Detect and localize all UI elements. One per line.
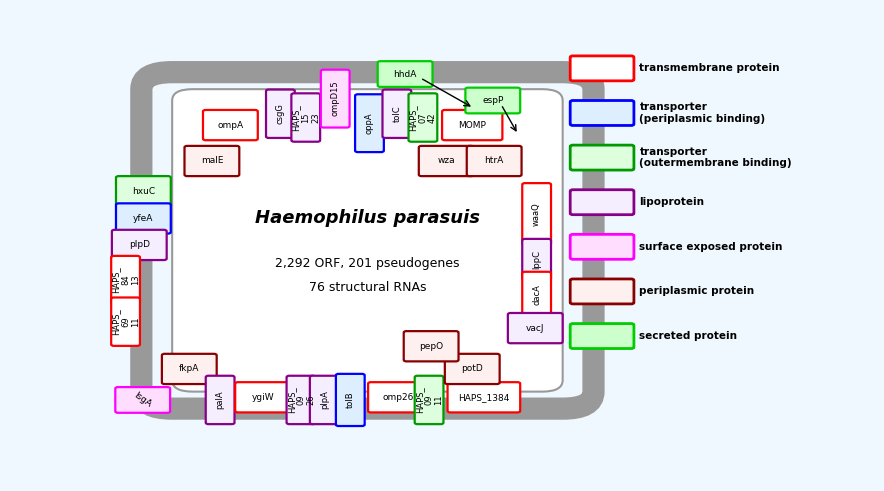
Text: plpA: plpA bbox=[320, 390, 329, 409]
FancyBboxPatch shape bbox=[570, 56, 634, 81]
Text: hxuC: hxuC bbox=[132, 187, 155, 196]
Text: espP: espP bbox=[482, 96, 504, 105]
FancyBboxPatch shape bbox=[507, 313, 562, 343]
Text: fkpA: fkpA bbox=[179, 364, 200, 374]
Text: malE: malE bbox=[201, 157, 223, 165]
FancyBboxPatch shape bbox=[467, 146, 522, 176]
Text: dacA: dacA bbox=[532, 284, 541, 304]
Text: HAPS_
15
23: HAPS_ 15 23 bbox=[292, 104, 320, 131]
FancyBboxPatch shape bbox=[570, 145, 634, 170]
Text: htrA: htrA bbox=[484, 157, 504, 165]
Text: HAPS_
09
11: HAPS_ 09 11 bbox=[415, 386, 443, 413]
FancyBboxPatch shape bbox=[522, 183, 551, 245]
FancyBboxPatch shape bbox=[522, 239, 551, 280]
FancyBboxPatch shape bbox=[185, 146, 240, 176]
FancyBboxPatch shape bbox=[115, 387, 170, 413]
Text: pepO: pepO bbox=[419, 342, 443, 351]
FancyBboxPatch shape bbox=[383, 89, 411, 138]
FancyBboxPatch shape bbox=[570, 190, 634, 215]
Text: transporter
(outermembrane binding): transporter (outermembrane binding) bbox=[639, 147, 792, 168]
Text: secreted protein: secreted protein bbox=[639, 331, 737, 341]
FancyBboxPatch shape bbox=[111, 256, 140, 304]
Text: oppA: oppA bbox=[365, 112, 374, 134]
Text: ygiW: ygiW bbox=[251, 393, 274, 402]
Text: omp26: omp26 bbox=[383, 393, 414, 402]
Text: csgG: csgG bbox=[276, 103, 285, 124]
Text: plpD: plpD bbox=[129, 241, 149, 249]
Text: HAPS_1384: HAPS_1384 bbox=[458, 393, 509, 402]
FancyBboxPatch shape bbox=[415, 376, 444, 424]
Text: wza: wza bbox=[438, 157, 455, 165]
FancyBboxPatch shape bbox=[206, 376, 234, 424]
FancyBboxPatch shape bbox=[336, 374, 365, 426]
FancyBboxPatch shape bbox=[419, 146, 474, 176]
FancyBboxPatch shape bbox=[310, 376, 339, 424]
Text: lppC: lppC bbox=[532, 250, 541, 269]
FancyBboxPatch shape bbox=[447, 382, 520, 412]
FancyBboxPatch shape bbox=[355, 94, 384, 152]
FancyBboxPatch shape bbox=[570, 279, 634, 304]
Text: ompD15: ompD15 bbox=[331, 81, 339, 116]
Text: periplasmic protein: periplasmic protein bbox=[639, 286, 755, 297]
FancyBboxPatch shape bbox=[235, 382, 290, 412]
Text: lsgA: lsgA bbox=[133, 391, 153, 409]
FancyBboxPatch shape bbox=[408, 93, 438, 142]
Text: vacJ: vacJ bbox=[526, 324, 545, 332]
FancyBboxPatch shape bbox=[404, 331, 459, 361]
Text: tolC: tolC bbox=[392, 106, 401, 122]
Text: MOMP: MOMP bbox=[458, 121, 486, 130]
FancyBboxPatch shape bbox=[116, 176, 171, 206]
FancyBboxPatch shape bbox=[321, 70, 349, 128]
Text: transmembrane protein: transmembrane protein bbox=[639, 63, 780, 73]
Text: palA: palA bbox=[216, 391, 225, 409]
Text: HAPS_
84
13: HAPS_ 84 13 bbox=[111, 267, 140, 294]
Text: waaQ: waaQ bbox=[532, 202, 541, 226]
FancyBboxPatch shape bbox=[111, 298, 140, 346]
FancyBboxPatch shape bbox=[116, 203, 171, 234]
FancyBboxPatch shape bbox=[377, 61, 432, 87]
FancyBboxPatch shape bbox=[292, 93, 320, 142]
Text: HAPS_
09
26: HAPS_ 09 26 bbox=[286, 386, 316, 413]
FancyBboxPatch shape bbox=[445, 354, 499, 384]
Text: hhdA: hhdA bbox=[393, 70, 416, 79]
FancyBboxPatch shape bbox=[203, 110, 258, 140]
FancyBboxPatch shape bbox=[112, 230, 167, 260]
FancyBboxPatch shape bbox=[570, 234, 634, 259]
Text: ompA: ompA bbox=[217, 121, 243, 130]
FancyBboxPatch shape bbox=[286, 376, 316, 424]
Text: 2,292 ORF, 201 pseudogenes: 2,292 ORF, 201 pseudogenes bbox=[275, 257, 460, 270]
FancyBboxPatch shape bbox=[368, 382, 429, 412]
Text: HAPS_
07
42: HAPS_ 07 42 bbox=[408, 104, 437, 131]
Text: yfeA: yfeA bbox=[133, 214, 154, 223]
FancyBboxPatch shape bbox=[465, 88, 520, 113]
Text: surface exposed protein: surface exposed protein bbox=[639, 242, 782, 252]
FancyBboxPatch shape bbox=[266, 89, 294, 138]
Text: tolB: tolB bbox=[346, 392, 354, 408]
Text: transporter
(periplasmic binding): transporter (periplasmic binding) bbox=[639, 102, 766, 124]
Text: lipoprotein: lipoprotein bbox=[639, 197, 705, 207]
FancyBboxPatch shape bbox=[442, 110, 502, 140]
Text: potD: potD bbox=[461, 364, 484, 374]
FancyBboxPatch shape bbox=[570, 101, 634, 126]
Text: HAPS_
69
11: HAPS_ 69 11 bbox=[111, 308, 140, 335]
FancyBboxPatch shape bbox=[570, 324, 634, 349]
Text: 76 structural RNAs: 76 structural RNAs bbox=[309, 281, 426, 294]
FancyBboxPatch shape bbox=[522, 272, 551, 316]
Text: Haemophilus parasuis: Haemophilus parasuis bbox=[255, 209, 480, 227]
FancyBboxPatch shape bbox=[162, 354, 217, 384]
FancyBboxPatch shape bbox=[172, 89, 563, 392]
